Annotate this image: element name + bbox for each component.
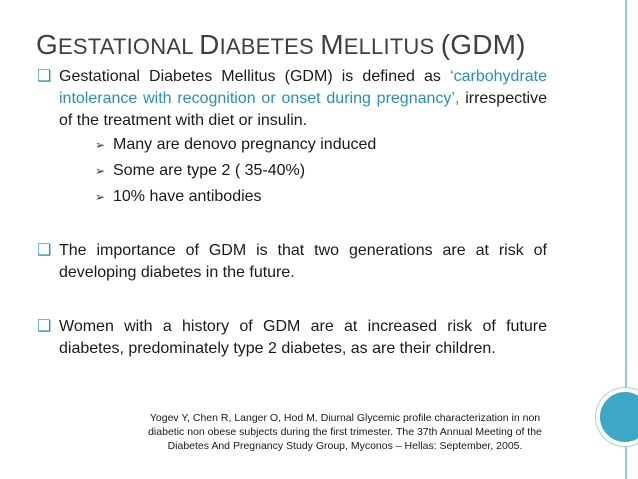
bullet-definition-text: Gestational Diabetes Mellitus (GDM) is d… [59,68,441,85]
bullet-importance: The importance of GDM is that two genera… [59,242,547,281]
slide-title: GESTATIONAL DIABETES MELLITUS (GDM) [36,29,526,60]
sub-item: ➢ Many are denovo pregnancy induced [95,136,377,153]
arrow-bullet-icon: ➢ [95,190,106,204]
decorative-circle [596,388,638,446]
sub-item: ➢ 10% have antibodies [95,188,262,205]
arrow-bullet-icon: ➢ [95,138,106,152]
sub-item: ➢ Some are type 2 ( 35-40%) [95,162,306,179]
reference-citation: Yogev Y, Chen R, Langer O, Hod M. Diurna… [148,412,542,452]
arrow-bullet-icon: ➢ [95,164,106,178]
square-bullet-icon: ❑ [37,318,52,335]
bullet-definition: Gestational Diabetes Mellitus (GDM) is d… [59,66,547,132]
square-bullet-icon: ❑ [37,68,52,85]
square-bullet-icon: ❑ [37,242,52,259]
bullet-risk: Women with a history of GDM are at incre… [59,318,547,357]
bullet-definition-tail: irrespective of the treatment with diet … [59,90,547,129]
slide-right-border [625,0,627,479]
definition-highlight: ‘carbohydrate intolerance with recogniti… [59,68,548,107]
